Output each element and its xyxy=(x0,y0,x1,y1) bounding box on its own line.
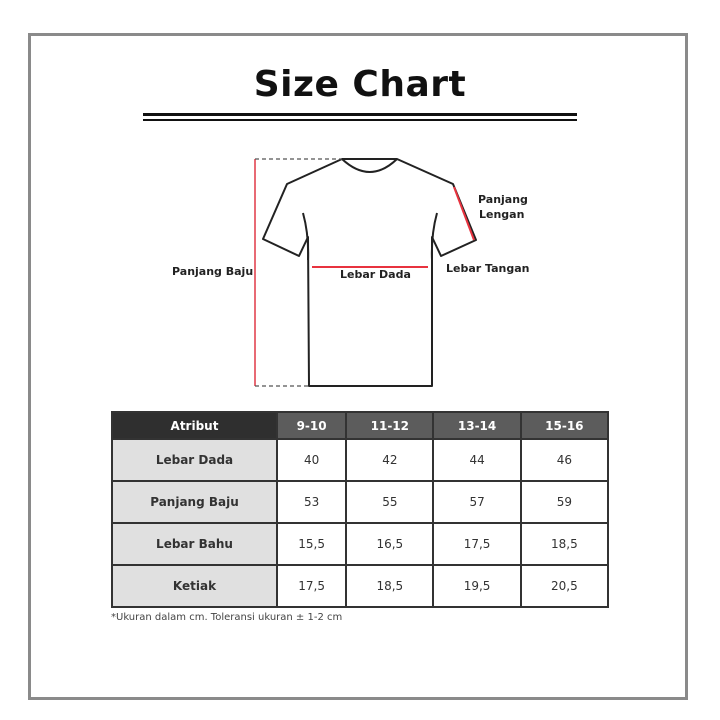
row-label: Lebar Dada xyxy=(111,438,278,482)
table-cell: 42 xyxy=(345,438,435,482)
size-table: Atribut 9-10 11-12 13-14 15-16 Lebar Dad… xyxy=(111,411,610,608)
label-panjang-lengan-2: Lengan xyxy=(479,208,525,221)
table-cell: 44 xyxy=(432,438,522,482)
table-cell: 40 xyxy=(275,438,348,482)
header-cell: Atribut xyxy=(111,411,278,440)
table-cell: 55 xyxy=(345,480,435,524)
table-row: Panjang Baju 53 55 57 59 xyxy=(111,480,610,524)
table-cell: 53 xyxy=(275,480,348,524)
guide-dashes xyxy=(255,158,342,387)
size-note: *Ukuran dalam cm. Toleransi ukuran ± 1-2… xyxy=(111,612,343,623)
measure-lines xyxy=(254,159,475,386)
page-title: Size Chart xyxy=(253,64,467,105)
row-label: Ketiak xyxy=(111,564,278,608)
table-cell: 18,5 xyxy=(345,564,435,608)
panjang-lengan-line xyxy=(453,186,475,241)
table-cell: 17,5 xyxy=(275,564,348,608)
label-lebar-tangan: Lebar Tangan xyxy=(446,262,530,275)
label-panjang-lengan-1: Panjang xyxy=(478,193,528,206)
header-cell: 13-14 xyxy=(432,411,522,440)
table-cell: 16,5 xyxy=(345,522,435,566)
table-row: Lebar Bahu 15,5 16,5 17,5 18,5 xyxy=(111,522,610,566)
table-header-row: Atribut 9-10 11-12 13-14 15-16 xyxy=(111,411,610,440)
table-row: Ketiak 17,5 18,5 19,5 20,5 xyxy=(111,564,610,608)
title-rule-thin xyxy=(143,119,577,121)
outer-frame xyxy=(28,33,688,700)
table-cell: 18,5 xyxy=(519,522,610,566)
table-cell: 57 xyxy=(432,480,522,524)
table-cell: 19,5 xyxy=(432,564,522,608)
table-cell: 46 xyxy=(519,438,610,482)
tshirt-outline xyxy=(262,158,477,387)
row-label: Lebar Bahu xyxy=(111,522,278,566)
header-cell: 9-10 xyxy=(275,411,348,440)
header-cell: 15-16 xyxy=(519,411,610,440)
table-cell: 15,5 xyxy=(275,522,348,566)
label-panjang-baju: Panjang Baju xyxy=(172,265,254,278)
header-cell: 11-12 xyxy=(345,411,435,440)
table-cell: 17,5 xyxy=(432,522,522,566)
title-rule-thick xyxy=(143,113,577,116)
label-lebar-dada: Lebar Dada xyxy=(340,268,411,281)
table-cell: 59 xyxy=(519,480,610,524)
table-row: Lebar Dada 40 42 44 46 xyxy=(111,438,610,482)
table-cell: 20,5 xyxy=(519,564,610,608)
row-label: Panjang Baju xyxy=(111,480,278,524)
